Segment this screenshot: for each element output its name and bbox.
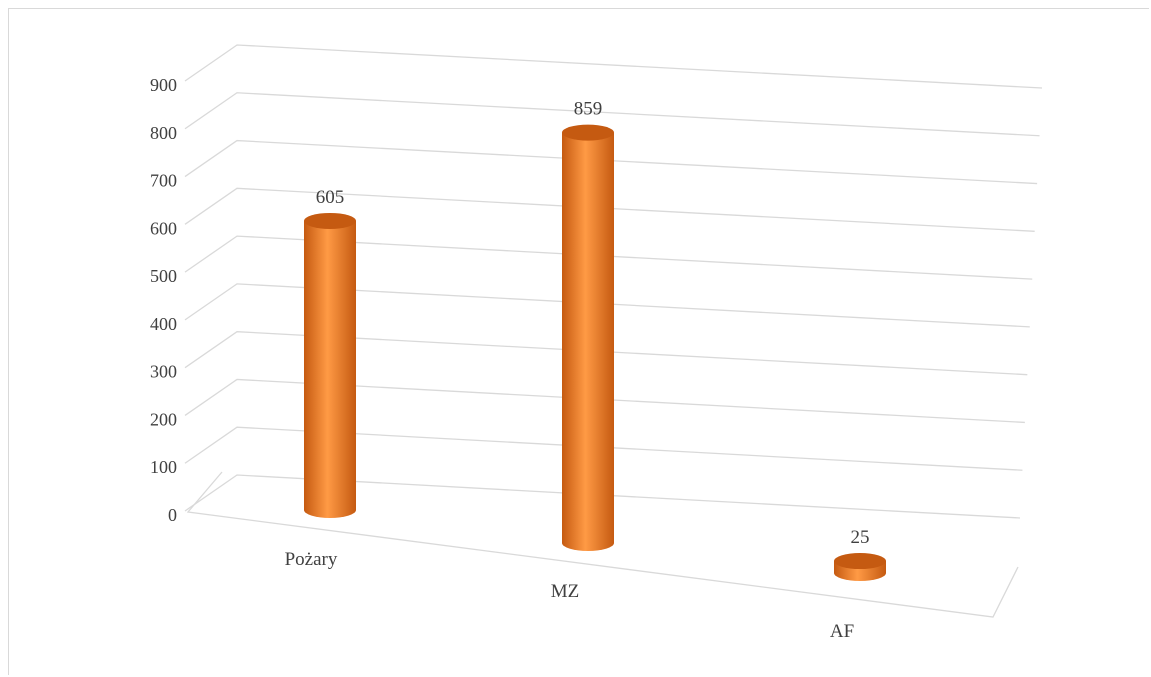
category-label-Pożary: Pożary: [285, 549, 338, 570]
y-tick-label-700: 700: [150, 171, 177, 191]
y-axis-tick-labels: 0 100 200 300 400 500 600 700 800 900: [150, 75, 177, 525]
bar-top-MZ: [562, 124, 614, 141]
y-tick-label-900: 900: [150, 75, 177, 95]
gridline-100: [184, 426, 1023, 471]
y-tick-label-600: 600: [150, 218, 177, 238]
floor-edge: [186, 471, 1019, 618]
gridline-400: [184, 283, 1030, 328]
gridline-500: [184, 235, 1033, 280]
gridline-800: [184, 92, 1040, 137]
chart-frame: [8, 8, 1149, 675]
bar-Pożary: [304, 212, 356, 518]
y-tick-label-0: 0: [168, 505, 177, 525]
bars: [304, 124, 886, 581]
data-labels: 605 859 25: [316, 99, 870, 548]
category-labels: Pożary MZ AF: [285, 549, 855, 642]
category-label-AF: AF: [830, 621, 854, 642]
y-tick-label-200: 200: [150, 409, 177, 429]
bar-AF: [834, 553, 886, 581]
gridline-700: [184, 139, 1038, 185]
data-label-Pożary: 605: [316, 187, 345, 208]
gridline-900: [184, 44, 1043, 89]
y-tick-label-400: 400: [150, 314, 177, 334]
bar-top-AF: [834, 553, 886, 570]
bar-body-MZ: [562, 132, 614, 552]
data-label-AF: 25: [851, 527, 870, 548]
gridline-0: [184, 474, 1021, 519]
y-tick-label-500: 500: [150, 266, 177, 286]
y-tick-label-800: 800: [150, 123, 177, 143]
bar-MZ: [562, 124, 614, 552]
gridline-200: [184, 378, 1025, 424]
bar-body-Pożary: [304, 220, 356, 518]
data-label-MZ: 859: [574, 99, 603, 120]
y-tick-label-100: 100: [150, 457, 177, 477]
bar-top-Pożary: [304, 212, 356, 229]
gridline-300: [184, 331, 1028, 376]
chart-floor: [186, 471, 1019, 618]
category-label-MZ: MZ: [551, 581, 580, 602]
gridline-600: [184, 187, 1035, 232]
gridlines: [184, 44, 1043, 519]
y-tick-label-300: 300: [150, 362, 177, 382]
